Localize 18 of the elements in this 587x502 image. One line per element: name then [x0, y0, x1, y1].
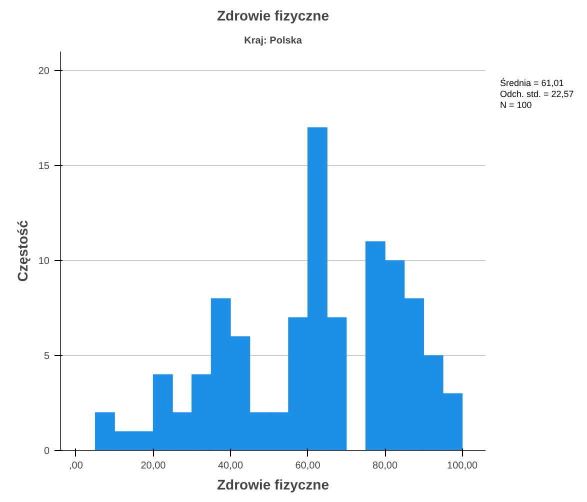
y-axis-title: Częstość — [14, 220, 30, 282]
x-tick-label: 20,00 — [140, 460, 166, 472]
x-axis-title: Zdrowie fizyczne — [216, 476, 330, 492]
y-tick-label: 15 — [38, 161, 50, 172]
chart-subtitle: Kraj: Polska — [244, 36, 302, 46]
y-tick-label: 20 — [38, 66, 50, 77]
x-tick-label: 40,00 — [218, 460, 244, 472]
text: Średnia = 61,01 — [500, 78, 564, 88]
x-tick-label: 80,00 — [372, 460, 398, 472]
x-tick-label: 100,00 — [447, 460, 478, 472]
x-tick-label: ,00 — [69, 460, 84, 472]
x-tick-label: 60,00 — [295, 460, 321, 472]
y-tick-label: 5 — [44, 351, 50, 362]
y-tick-label: 0 — [44, 446, 50, 457]
y-tick-label: 10 — [38, 256, 50, 267]
chart-title: Zdrowie fizyczne — [216, 8, 330, 24]
text: N = 100 — [500, 100, 532, 110]
text: Odch. std. = 22,57 — [500, 89, 574, 99]
